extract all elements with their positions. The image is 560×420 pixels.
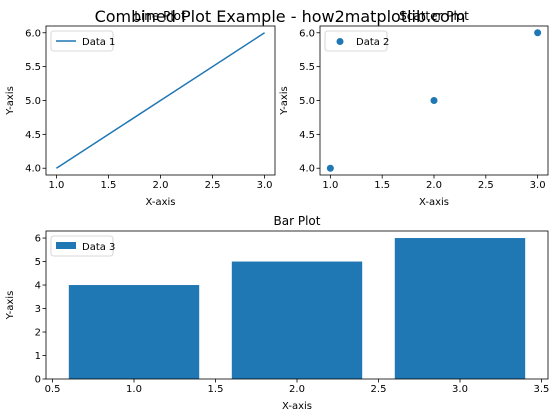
y-tick-label: 5.0 <box>299 96 315 107</box>
x-tick-label: 2.5 <box>205 180 221 191</box>
y-tick-label: 4.5 <box>299 130 315 141</box>
legend-box <box>50 235 114 257</box>
y-tick-label: 5.0 <box>25 96 41 107</box>
legend-label: Data 3 <box>82 242 115 253</box>
x-tick-label: 3.0 <box>257 180 273 191</box>
y-tick-label: 2 <box>35 328 41 339</box>
subplot-title-scatter: Scatter Plot <box>399 9 469 23</box>
legend-patch-swatch <box>56 242 76 249</box>
x-tick-label: 2.0 <box>153 180 169 191</box>
y-tick-label: 1 <box>35 351 41 362</box>
scatter-point-2 <box>430 97 438 104</box>
x-tick-label: 1.5 <box>374 180 390 191</box>
legend-label: Data 2 <box>356 37 389 48</box>
y-tick-label: 0 <box>35 375 41 386</box>
bar-plot-axes: 0.5 1.0 1.5 2.0 2.5 3.0 3.5 0 1 2 3 4 5 6 X-axis Y-axis… <box>5 214 549 412</box>
bar-2 <box>231 261 363 379</box>
x-tick-label: 0.5 <box>45 384 61 395</box>
x-tick-label: 1.0 <box>126 384 142 395</box>
series-line-data-1 <box>56 32 265 169</box>
x-axis-label: X-axis <box>419 197 449 208</box>
x-tick-label: 3.5 <box>534 384 550 395</box>
y-axis-label: Y-axis <box>279 86 290 116</box>
x-tick-label: 1.0 <box>322 180 338 191</box>
scatter-point-3 <box>534 29 542 37</box>
scatter-plot-axes: 1.0 1.5 2.0 2.5 3.0 4.0 4.5 5.0 5.5 6.0 X-axis Y-ax… <box>279 25 549 208</box>
y-tick-label: 6.0 <box>25 28 41 39</box>
subplot-title-line: Line Plot <box>134 9 186 23</box>
figure-suptitle: Combined Plot Example - how2matplotlib.c… <box>95 7 466 26</box>
x-tick-label: 2.0 <box>289 384 305 395</box>
x-tick-label: 2.0 <box>426 180 442 191</box>
x-tick-label: 3.0 <box>530 180 546 191</box>
y-tick-label: 5.5 <box>299 62 315 73</box>
x-axis-label: X-axis <box>146 197 176 208</box>
y-tick-label: 6 <box>35 234 41 245</box>
x-axis-label: X-axis <box>282 401 312 412</box>
y-tick-label: 6.0 <box>299 28 315 39</box>
legend-box <box>324 30 388 52</box>
x-tick-label: 1.0 <box>48 180 64 191</box>
legend-label: Data 1 <box>82 37 115 48</box>
y-axis-label: Y-axis <box>5 291 16 321</box>
y-tick-label: 5 <box>35 257 41 268</box>
y-tick-label: 4 <box>35 281 41 292</box>
y-tick-label: 3 <box>35 304 41 315</box>
x-tick-label: 1.5 <box>208 384 224 395</box>
y-axis-label: Y-axis <box>5 86 16 116</box>
bar-3 <box>394 238 526 379</box>
legend-marker-swatch <box>336 38 344 45</box>
line-plot-axes: 1.0 1.5 2.0 2.5 3.0 4.0 4.5 5.0 5.5 6.0 X-axis Y-ax… <box>5 25 276 208</box>
subplot-title-bar: Bar Plot <box>274 214 321 228</box>
x-tick-label: 2.5 <box>371 384 387 395</box>
y-tick-label: 4.0 <box>25 164 41 175</box>
y-tick-label: 4.5 <box>25 130 41 141</box>
x-tick-label: 2.5 <box>478 180 494 191</box>
y-tick-label: 5.5 <box>25 62 41 73</box>
y-tick-label: 4.0 <box>299 164 315 175</box>
bar-1 <box>68 285 200 379</box>
scatter-point-1 <box>326 164 334 172</box>
x-tick-label: 1.5 <box>101 180 117 191</box>
x-tick-label: 3.0 <box>452 384 468 395</box>
legend-box <box>50 30 114 52</box>
